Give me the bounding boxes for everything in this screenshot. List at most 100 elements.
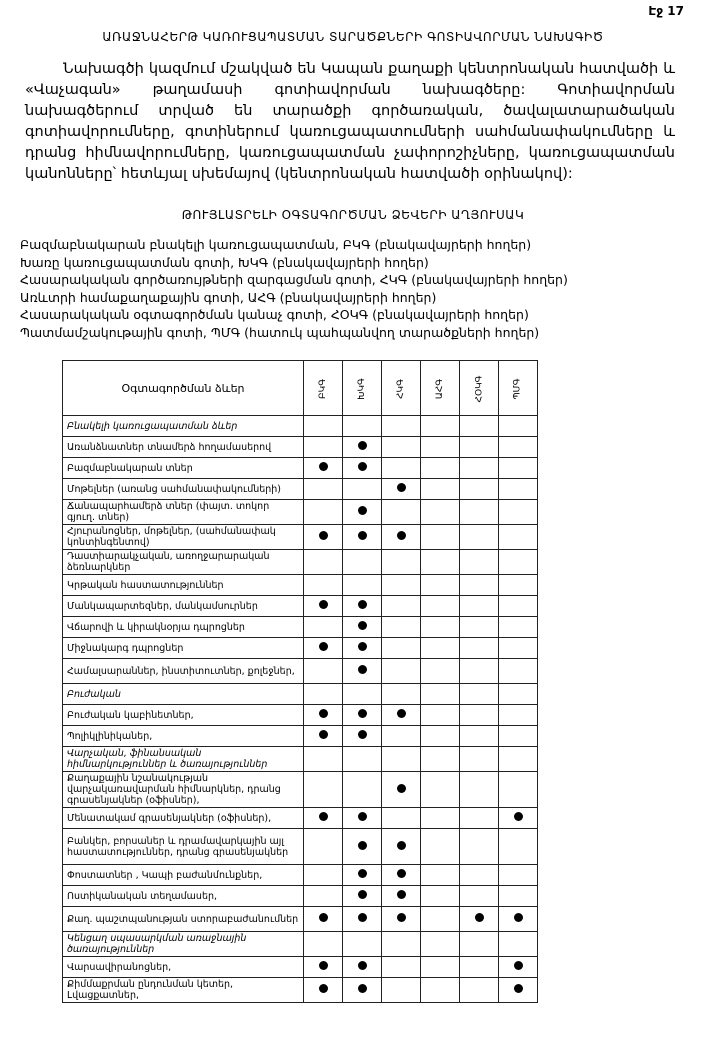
permitted-mark-icon bbox=[513, 913, 523, 922]
cell-ՀԿԳ bbox=[381, 436, 421, 458]
column-label: ՊՄԳ bbox=[512, 377, 523, 400]
cell-ՀԿԳ bbox=[381, 977, 421, 1003]
cell-ԲԿԳ bbox=[303, 864, 343, 886]
cell-ՊՄԳ bbox=[498, 771, 538, 808]
cell-ՀԿԳ bbox=[381, 885, 421, 907]
row-label: Բազմաբնակարան տներ bbox=[62, 457, 304, 479]
cell-ՀԿԳ bbox=[381, 931, 421, 957]
cell-ԱՀԳ bbox=[420, 616, 460, 638]
cell-ԽԿԳ bbox=[342, 746, 382, 772]
cell-ՊՄԳ bbox=[498, 885, 538, 907]
intro-text: Նախագծի կազմում մշակված են Կապան քաղաքի … bbox=[25, 61, 675, 182]
cell-ՊՄԳ bbox=[498, 746, 538, 772]
table-row: Մոթելներ (առանց սահմանափակումների) bbox=[62, 478, 538, 500]
cell-ՀՕԿԳ bbox=[459, 499, 499, 525]
permitted-mark-icon bbox=[396, 709, 406, 718]
cell-ԽԿԳ bbox=[342, 977, 382, 1003]
cell-ՀՕԿԳ bbox=[459, 436, 499, 458]
permitted-mark-icon bbox=[396, 913, 406, 922]
cell-ՊՄԳ bbox=[498, 524, 538, 550]
cell-ՊՄԳ bbox=[498, 478, 538, 500]
row-label: Բնակելի կառուցապատման ձևեր bbox=[62, 415, 304, 437]
permitted-mark-icon bbox=[318, 531, 328, 540]
permitted-mark-icon bbox=[318, 462, 328, 471]
cell-ԱՀԳ bbox=[420, 931, 460, 957]
table-row: Կրթական հաստատություններ bbox=[62, 574, 538, 596]
cell-ՀՕԿԳ bbox=[459, 595, 499, 617]
cell-ԲԿԳ bbox=[303, 771, 343, 808]
permitted-mark-icon bbox=[513, 961, 523, 970]
table-row: Ոստիկանական տեղամասեր, bbox=[62, 885, 538, 907]
permitted-mark-icon bbox=[318, 984, 328, 993]
cell-ԲԿԳ bbox=[303, 704, 343, 726]
permitted-mark-icon bbox=[396, 840, 406, 850]
row-label: Պոլիկլինիկաներ, bbox=[62, 725, 304, 747]
permitted-mark-icon bbox=[357, 600, 367, 609]
table-row: Միջնակարգ դպրոցներ bbox=[62, 637, 538, 659]
column-header: ԱՀԳ bbox=[420, 360, 460, 416]
cell-ԱՀԳ bbox=[420, 828, 460, 865]
cell-ՀԿԳ bbox=[381, 658, 421, 684]
page-number: Էջ 17 bbox=[648, 4, 684, 18]
cell-ԽԿԳ bbox=[342, 725, 382, 747]
cell-ՀՕԿԳ bbox=[459, 704, 499, 726]
row-label: Առանձնատներ տնամերձ հողամասերով bbox=[62, 436, 304, 458]
cell-ԲԿԳ bbox=[303, 725, 343, 747]
table-row: Քիմմաքրման ընդունման կետեր, Լվացքատներ, bbox=[62, 977, 538, 1003]
table-row: Պոլիկլինիկաներ, bbox=[62, 725, 538, 747]
cell-ԱՀԳ bbox=[420, 658, 460, 684]
cell-ՀՕԿԳ bbox=[459, 725, 499, 747]
row-label: Դաստիարակչական, առողջարարական ձեռնարկներ bbox=[62, 549, 304, 575]
cell-ԲԿԳ bbox=[303, 807, 343, 829]
zone-item: Հասարակական գործառույթների զարգացման գոտ… bbox=[20, 272, 568, 287]
row-label: Մոթելներ (առանց սահմանափակումների) bbox=[62, 478, 304, 500]
column-header-uses: Օգտագործման ձևեր bbox=[62, 360, 304, 416]
table-row: Համալսարաններ, ինստիտուտներ, քոլեջներ, bbox=[62, 658, 538, 684]
cell-ՀԿԳ bbox=[381, 478, 421, 500]
cell-ԲԿԳ bbox=[303, 499, 343, 525]
row-label: Միջնակարգ դպրոցներ bbox=[62, 637, 304, 659]
cell-ՀՕԿԳ bbox=[459, 906, 499, 932]
cell-ԽԿԳ bbox=[342, 415, 382, 437]
cell-ՀՕԿԳ bbox=[459, 524, 499, 550]
cell-ՀՕԿԳ bbox=[459, 415, 499, 437]
cell-ՀՕԿԳ bbox=[459, 574, 499, 596]
cell-ՀԿԳ bbox=[381, 771, 421, 808]
cell-ԲԿԳ bbox=[303, 977, 343, 1003]
row-label: Համալսարաններ, ինստիտուտներ, քոլեջներ, bbox=[62, 658, 304, 684]
permitted-mark-icon bbox=[318, 642, 328, 651]
zone-item: Պատմամշակութային գոտի, ՊՄԳ (հատուկ պահպա… bbox=[20, 324, 540, 340]
cell-ԱՀԳ bbox=[420, 771, 460, 808]
permitted-mark-icon bbox=[357, 869, 367, 878]
permitted-mark-icon bbox=[318, 913, 328, 922]
cell-ՊՄԳ bbox=[498, 616, 538, 638]
cell-ՀԿԳ bbox=[381, 415, 421, 437]
column-label: ԽԿԳ bbox=[356, 377, 367, 400]
cell-ՀԿԳ bbox=[381, 725, 421, 747]
cell-ՀՕԿԳ bbox=[459, 637, 499, 659]
cell-ՀՕԿԳ bbox=[459, 977, 499, 1003]
permitted-mark-icon bbox=[357, 840, 367, 850]
cell-ՀԿԳ bbox=[381, 906, 421, 932]
row-label: Վարչական, ֆինանսական հիմնարկություններ և… bbox=[62, 746, 304, 772]
table-row: Դաստիարակչական, առողջարարական ձեռնարկներ bbox=[62, 549, 538, 575]
permitted-mark-icon bbox=[357, 730, 367, 739]
table-row: Քաղ. պաշտպանության ստորաբաժանումներ bbox=[62, 906, 538, 932]
column-header: ՊՄԳ bbox=[498, 360, 538, 416]
cell-ՀՕԿԳ bbox=[459, 771, 499, 808]
permitted-mark-icon bbox=[357, 441, 367, 450]
cell-ԱՀԳ bbox=[420, 499, 460, 525]
table-row: Բուժական կաբինետներ, bbox=[62, 704, 538, 726]
cell-ՊՄԳ bbox=[498, 956, 538, 978]
cell-ՀՕԿԳ bbox=[459, 683, 499, 705]
permitted-mark-icon bbox=[396, 869, 406, 878]
row-label: Վարսավիրանոցներ, bbox=[62, 956, 304, 978]
cell-ՀՕԿԳ bbox=[459, 864, 499, 886]
zone-item: Առևտրի համաքաղաքային գոտի, ԱՀԳ (բնակավայ… bbox=[20, 289, 437, 305]
document-title: ԱՌԱՋՆԱՀԵՐԹ ԿԱՌՈՒՑԱՊԱՏՄԱՆ ՏԱՐԱԾՔՆԵՐԻ ԳՈՏԻ… bbox=[102, 30, 604, 44]
column-header: ՀՕԿԳ bbox=[459, 360, 499, 416]
cell-ԽԿԳ bbox=[342, 864, 382, 886]
cell-ՀԿԳ bbox=[381, 574, 421, 596]
cell-ՊՄԳ bbox=[498, 977, 538, 1003]
cell-ՊՄԳ bbox=[498, 415, 538, 437]
